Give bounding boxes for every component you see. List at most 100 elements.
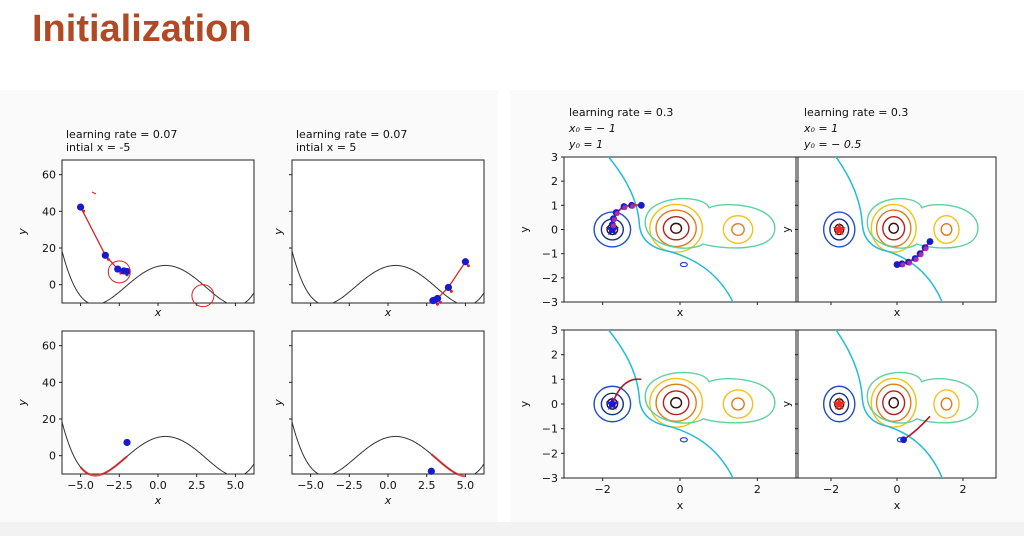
gd-point	[608, 400, 616, 408]
descent-trail	[430, 453, 466, 478]
y-tick-label: 3	[551, 324, 558, 337]
annotation-circle	[191, 284, 215, 308]
x-tick-label: 2	[960, 483, 967, 496]
panel-title-line: learning rate = 0.07	[66, 128, 177, 141]
y-axis-label: y	[780, 226, 793, 233]
path-marker	[622, 204, 628, 211]
gd-point	[76, 203, 85, 211]
function-curve	[62, 250, 254, 303]
contour-line	[870, 377, 917, 428]
x-axis-label: x	[154, 306, 162, 319]
contour-line	[655, 383, 697, 423]
y-axis-label: y	[272, 228, 285, 236]
y-tick-label: −2	[542, 447, 558, 460]
panel-title-line: learning rate = 0.3	[569, 106, 673, 119]
minimum-star	[832, 222, 846, 236]
plot-frame	[797, 329, 997, 479]
gd-point	[900, 436, 907, 444]
function-curve	[292, 250, 484, 303]
y-tick-label: −1	[542, 248, 558, 261]
contour-line	[593, 385, 632, 423]
contour-line	[670, 397, 683, 409]
plot-frame	[291, 159, 485, 304]
curve-panel-2: x y learning rate = 0.07 intial x = 5	[272, 128, 485, 319]
path-marker	[900, 262, 906, 268]
gd-point	[893, 261, 901, 268]
contour-panel-4: −2 0 2 x y	[780, 329, 997, 512]
x-tick-label: −2.5	[336, 479, 363, 492]
function-curve	[62, 421, 254, 474]
contour-line	[722, 389, 754, 419]
gd-point	[461, 258, 470, 266]
y-tick-label: 2	[551, 349, 558, 362]
x-axis-label: x	[677, 306, 684, 319]
contour-line	[933, 389, 960, 419]
y-tick-label: 0	[551, 398, 558, 411]
plot-frame	[61, 159, 255, 304]
panel-title-line: learning rate = 0.07	[296, 128, 407, 141]
annotation-mark	[91, 191, 97, 195]
x-tick-label: −2	[595, 483, 611, 496]
contour-line	[649, 203, 704, 253]
contour-line	[649, 377, 704, 428]
y-tick-label: 1	[551, 373, 558, 386]
contour-line	[644, 371, 776, 424]
contour-line	[940, 397, 953, 411]
x-axis-label: x	[384, 306, 392, 319]
path-marker	[918, 252, 924, 258]
y-tick-label: 20	[42, 413, 56, 426]
curve-panel-1: 0 20 40 60 x y learning rate = 0.07 intial x =…	[16, 128, 255, 319]
gd-point	[926, 238, 934, 245]
y-tick-label: 0	[49, 450, 56, 463]
panel-title-line: learning rate = 0.3	[804, 106, 908, 119]
x-axis-label: x	[384, 494, 392, 507]
y-tick-label: −2	[542, 272, 558, 285]
x-tick-label: 0	[677, 483, 684, 496]
contour-line	[593, 211, 632, 248]
curve-panel-4: −5.0 −2.5 0.0 2.5 5.0 x y	[272, 330, 485, 507]
path-marker	[630, 203, 636, 209]
x-tick-label: 2	[754, 483, 761, 496]
panel-title-line: y₀ = − 0.5	[803, 138, 861, 151]
y-axis-label: y	[518, 400, 531, 407]
path-marker	[610, 223, 616, 229]
contour-line	[731, 397, 745, 411]
contour-line	[679, 437, 688, 443]
contour-line	[600, 392, 624, 416]
contour-line	[829, 218, 850, 241]
contour-line	[655, 209, 697, 248]
path-arrow-marker	[106, 257, 110, 261]
contour-line	[662, 390, 690, 416]
gd-point	[444, 283, 452, 292]
contour-line	[731, 222, 745, 236]
y-tick-label: −3	[542, 472, 558, 485]
x-tick-label: −2.5	[106, 479, 133, 492]
y-tick-label: 20	[42, 242, 56, 255]
y-tick-label: −1	[542, 423, 558, 436]
y-axis-label: y	[518, 226, 531, 233]
y-tick-label: 40	[42, 376, 56, 389]
x-tick-label: −5.0	[67, 479, 94, 492]
plot-frame	[563, 156, 797, 303]
x-tick-label: 5.0	[227, 479, 245, 492]
y-tick-label: 1	[551, 199, 558, 212]
annotation-circle	[107, 260, 131, 284]
gd-point	[123, 267, 131, 276]
slide-title: Initialization	[32, 8, 252, 50]
contour-lines	[822, 157, 979, 302]
plot-frame	[61, 330, 255, 475]
x-tick-label: 2.5	[188, 479, 206, 492]
decision-boundary	[835, 330, 943, 478]
plot-frame	[291, 330, 485, 475]
x-axis-label: x	[677, 499, 684, 512]
y-axis-label: y	[272, 399, 285, 407]
descent-trail	[79, 455, 128, 477]
descent-trail	[611, 378, 642, 405]
x-tick-label: 0	[894, 483, 901, 496]
path-marker	[923, 246, 929, 252]
x-axis-label: x	[894, 499, 901, 512]
y-tick-label: 60	[42, 340, 56, 353]
path-arrow-marker	[435, 302, 439, 306]
x-tick-label: 2.5	[418, 479, 436, 492]
gd-point	[114, 265, 122, 273]
